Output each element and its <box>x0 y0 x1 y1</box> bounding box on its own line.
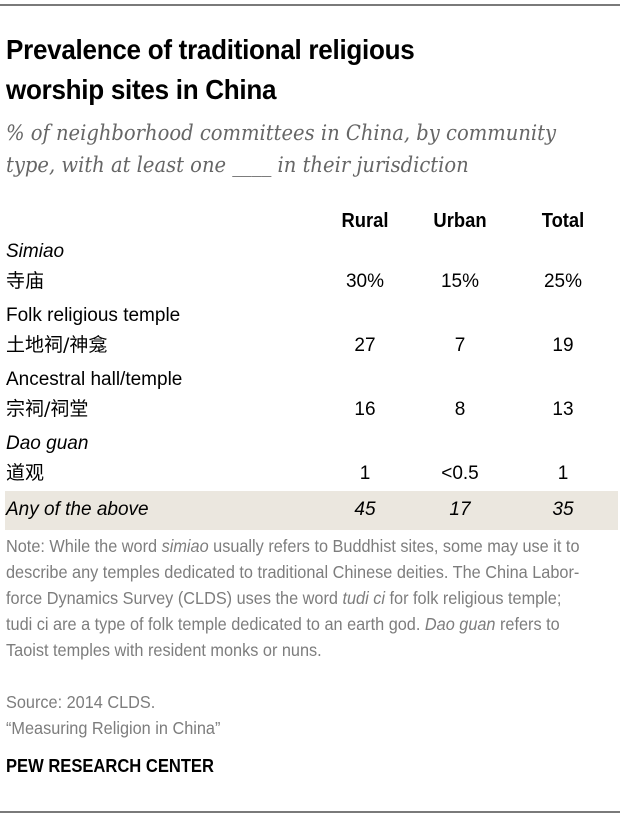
note-term: Dao guan <box>424 614 496 634</box>
cell-rural: 27 <box>354 335 376 356</box>
brand-logo-text: PEW RESEARCH CENTER <box>6 756 214 776</box>
cell-urban: 7 <box>454 335 466 356</box>
note-term: tudi ci <box>342 588 385 608</box>
summary-label: Any of the above <box>6 499 149 520</box>
report-title: “Measuring Religion in China” <box>6 718 221 738</box>
summary-row: Any of the above 45 17 35 <box>5 491 618 530</box>
row-label: Folk religious temple <box>6 305 181 326</box>
summary-total: 35 <box>552 499 574 520</box>
summary-urban: 17 <box>449 499 471 520</box>
footnote: Note: While the word simiao usually refe… <box>6 533 583 663</box>
note-text: usually refers to Buddhist sites, some m… <box>6 536 580 608</box>
cell-urban: <0.5 <box>441 463 479 484</box>
title-line-2: worship sites in China <box>6 74 277 105</box>
subtitle-line-2: type, with at least one ____ in their ju… <box>6 153 469 177</box>
cell-total: 1 <box>557 463 569 484</box>
cell-rural: 1 <box>359 463 371 484</box>
column-header-total: Total <box>541 210 585 232</box>
note-text: refers to Taoist temples with resident m… <box>6 614 560 660</box>
note-term: simiao <box>161 536 209 556</box>
title-line-1: Prevalence of traditional religious <box>6 34 415 65</box>
subtitle-line-1: % of neighborhood committees in China, b… <box>6 121 557 145</box>
cell-total: 25% <box>543 271 583 292</box>
bottom-rule <box>0 811 620 813</box>
row-label: Dao guan <box>6 433 89 454</box>
cell-urban: 15% <box>440 271 480 292</box>
summary-rural: 45 <box>354 499 376 520</box>
source-line: Source: 2014 CLDS. <box>6 692 156 712</box>
cell-rural: 30% <box>345 271 385 292</box>
cell-rural: 16 <box>354 399 376 420</box>
row-label-chinese: 道观 <box>6 462 45 484</box>
column-header-rural: Rural <box>341 210 389 232</box>
chart-title: Prevalence of traditional religious wors… <box>6 30 564 110</box>
cell-urban: 8 <box>454 399 466 420</box>
cell-total: 13 <box>552 399 574 420</box>
note-text: Note: While the word <box>6 536 162 556</box>
row-label-chinese: 宗祠/祠堂 <box>6 398 89 420</box>
row-label: Ancestral hall/temple <box>6 369 183 390</box>
row-label-chinese: 寺庙 <box>6 270 45 292</box>
row-label: Simiao <box>6 241 65 262</box>
cell-total: 19 <box>552 335 574 356</box>
column-header-urban: Urban <box>433 210 487 232</box>
row-label-chinese: 土地祠/神龛 <box>6 334 108 356</box>
note-text: for folk religious temple; tudi ci are a… <box>6 588 562 634</box>
chart-subtitle: % of neighborhood committees in China, b… <box>6 117 583 181</box>
top-rule <box>0 4 620 6</box>
